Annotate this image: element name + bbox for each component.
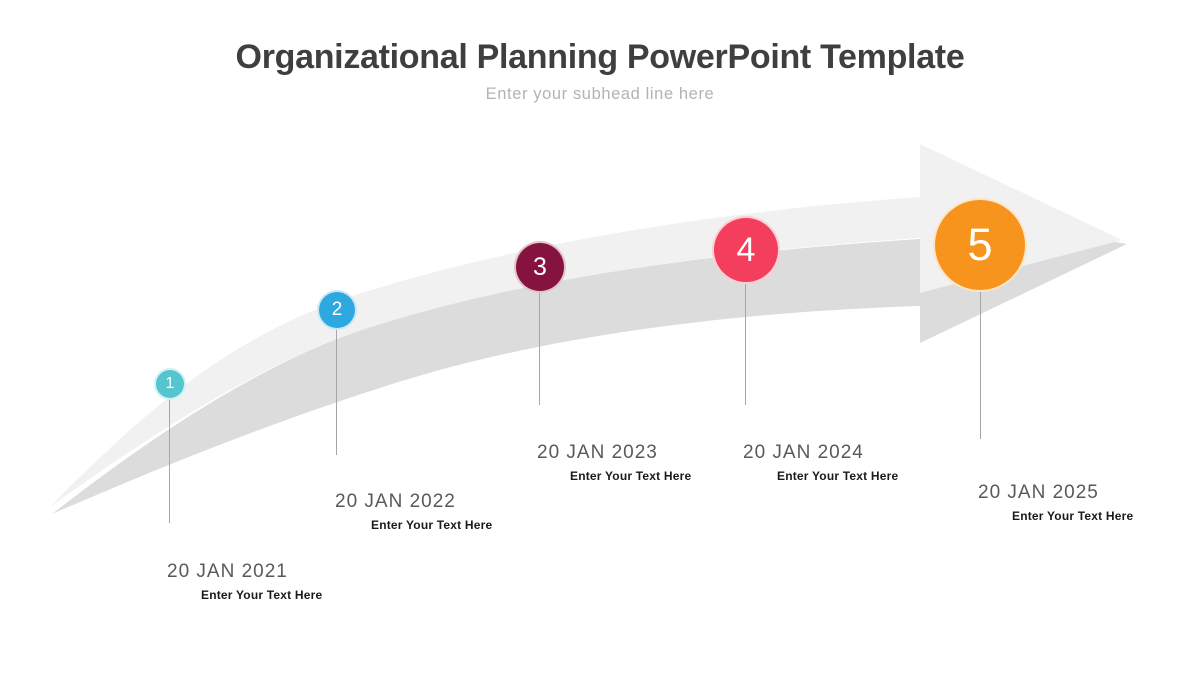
milestone-2-number-badge: 2: [317, 290, 357, 330]
milestone-3-number-badge: 3: [514, 241, 566, 293]
milestone-4-connector-line: [745, 283, 746, 405]
milestone-1-text-placeholder: Enter Your Text Here: [201, 588, 323, 602]
milestone-4-text-placeholder: Enter Your Text Here: [777, 469, 899, 483]
milestone-2-text-placeholder: Enter Your Text Here: [371, 518, 493, 532]
milestone-5-connector-line: [980, 291, 981, 439]
milestone-1-number-badge: 1: [154, 368, 186, 400]
milestone-4-date: 20 JAN 2024: [743, 442, 864, 463]
milestone-5-text-placeholder: Enter Your Text Here: [1012, 509, 1134, 523]
milestone-1-connector-line: [169, 399, 170, 523]
arrow-bottom-layer: [52, 206, 1127, 514]
milestone-5-number-badge: 5: [933, 198, 1027, 292]
milestone-2-date: 20 JAN 2022: [335, 491, 456, 512]
arrow-top-layer: [50, 144, 1122, 507]
milestone-4-number-badge: 4: [712, 216, 780, 284]
milestone-2-connector-line: [336, 329, 337, 455]
milestone-3-connector-line: [539, 292, 540, 405]
page-subtitle: Enter your subhead line here: [485, 85, 715, 103]
milestone-1-date: 20 JAN 2021: [167, 561, 288, 582]
slide-header: Organizational Planning PowerPoint Templ…: [0, 0, 1200, 104]
milestone-3-date: 20 JAN 2023: [537, 442, 658, 463]
page-title: Organizational Planning PowerPoint Templ…: [235, 38, 965, 76]
milestone-5-date: 20 JAN 2025: [978, 482, 1099, 503]
milestone-3-text-placeholder: Enter Your Text Here: [570, 469, 692, 483]
